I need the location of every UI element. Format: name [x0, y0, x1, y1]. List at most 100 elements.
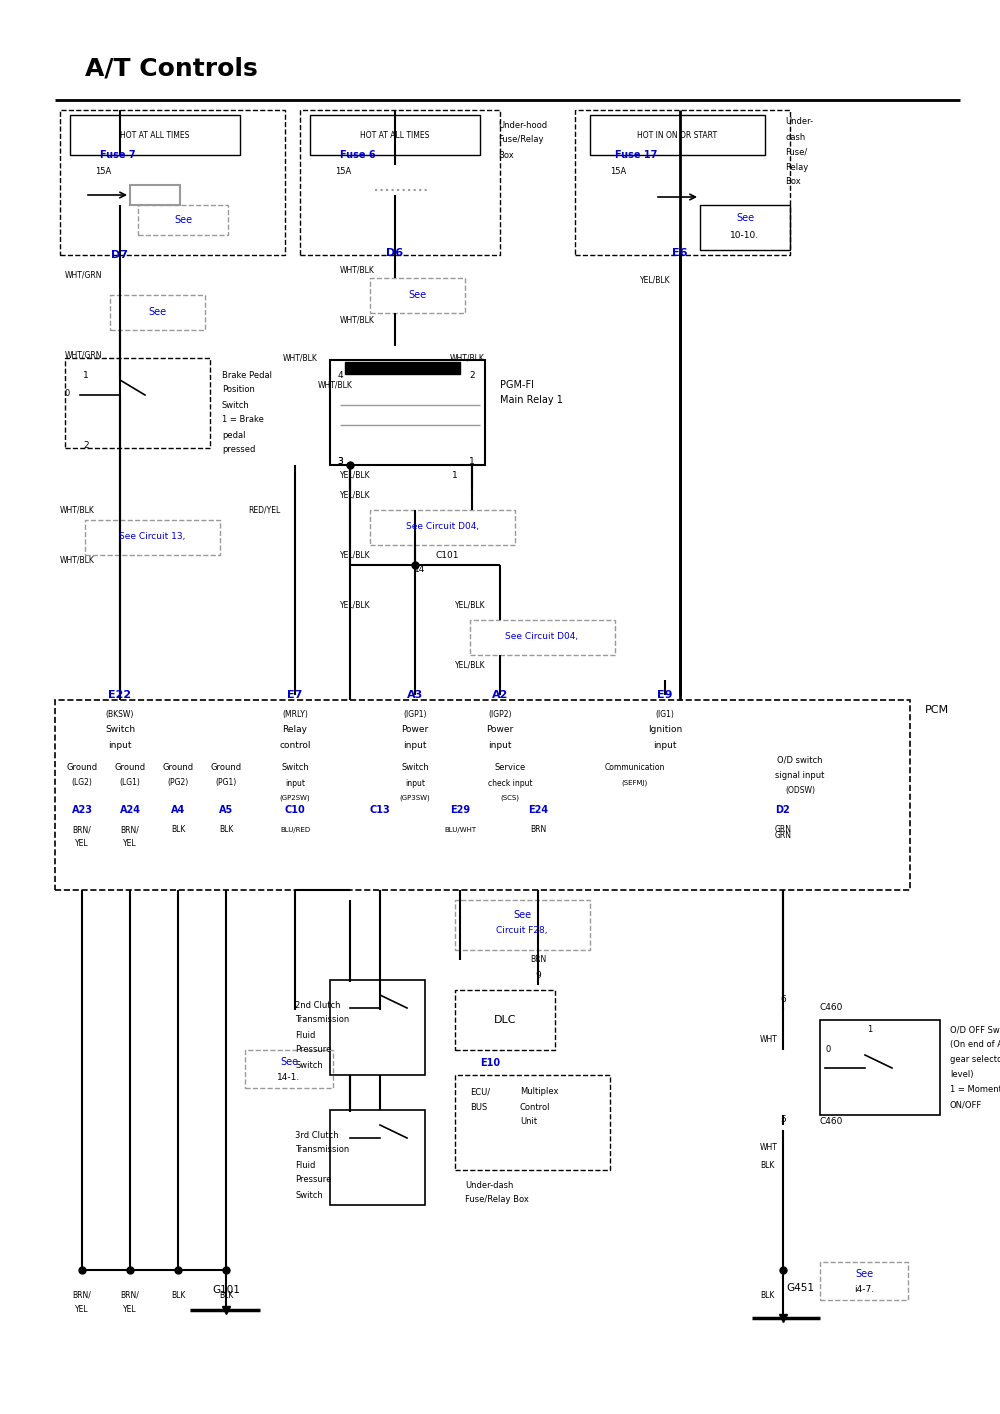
Text: Fuse 17: Fuse 17 [615, 150, 657, 160]
Text: 2: 2 [469, 370, 475, 379]
Text: HOT AT ALL TIMES: HOT AT ALL TIMES [360, 130, 430, 140]
Text: YEL/BLK: YEL/BLK [340, 550, 371, 560]
Text: Switch: Switch [222, 400, 250, 410]
Text: BLU/RED: BLU/RED [280, 827, 310, 833]
Text: E22: E22 [108, 690, 132, 700]
Text: Service: Service [494, 764, 526, 772]
Text: input: input [488, 741, 512, 749]
Text: E9: E9 [657, 690, 673, 700]
Text: A/T Controls: A/T Controls [85, 57, 258, 81]
Text: See Circuit 13,: See Circuit 13, [119, 533, 185, 542]
Text: input: input [653, 741, 677, 749]
Text: Fuse/: Fuse/ [785, 147, 807, 157]
Text: E24: E24 [528, 805, 548, 814]
Text: Unit: Unit [520, 1117, 537, 1127]
Text: Power: Power [486, 725, 514, 734]
Text: HOT AT ALL TIMES: HOT AT ALL TIMES [120, 130, 190, 140]
Text: WHT/BLK: WHT/BLK [60, 505, 95, 515]
Bar [575, 110, 790, 255]
Bar [455, 990, 555, 1051]
Text: WHT/BLK: WHT/BLK [340, 315, 375, 324]
Text: dash: dash [785, 133, 805, 141]
Text: 6: 6 [780, 995, 786, 1004]
Text: 2: 2 [83, 441, 89, 450]
Text: E6: E6 [672, 247, 688, 257]
Text: O/D OFF Switch: O/D OFF Switch [950, 1025, 1000, 1035]
Text: Fuse 7: Fuse 7 [100, 150, 136, 160]
Bar [455, 899, 590, 950]
Text: Under-dash: Under-dash [465, 1181, 513, 1189]
Text: input: input [285, 779, 305, 788]
Text: Switch: Switch [281, 764, 309, 772]
Text: Switch: Switch [105, 725, 135, 734]
Text: See: See [280, 1058, 298, 1068]
Text: YEL/BLK: YEL/BLK [340, 491, 371, 499]
Text: See: See [513, 911, 531, 921]
Text: E29: E29 [450, 805, 470, 814]
Text: Ignition: Ignition [648, 725, 682, 734]
Text: Fluid: Fluid [295, 1161, 315, 1169]
Text: YEL: YEL [75, 839, 89, 847]
Bar [138, 205, 228, 235]
Text: input: input [405, 779, 425, 788]
Text: Fuse/Relay: Fuse/Relay [498, 136, 544, 144]
Text: 15A: 15A [335, 167, 351, 177]
Text: 1: 1 [469, 458, 475, 467]
Text: WHT/GRN: WHT/GRN [65, 351, 103, 359]
Text: 1: 1 [83, 370, 89, 379]
Text: BLK: BLK [760, 1161, 774, 1169]
Text: Pressure: Pressure [295, 1175, 331, 1185]
Text: ON/OFF: ON/OFF [950, 1100, 982, 1110]
Text: A24: A24 [120, 805, 140, 814]
Text: See: See [855, 1268, 873, 1280]
Text: A2: A2 [492, 690, 508, 700]
Text: BLK: BLK [171, 826, 185, 834]
Text: 15A: 15A [95, 167, 111, 177]
Bar [820, 1019, 940, 1116]
Text: 4: 4 [337, 370, 343, 379]
Text: See: See [148, 307, 166, 317]
Text: BLU/WHT: BLU/WHT [444, 827, 476, 833]
Text: YEL/BLK: YEL/BLK [455, 601, 486, 609]
Bar [370, 510, 515, 544]
Text: D2: D2 [776, 805, 790, 814]
Text: 2nd Clutch: 2nd Clutch [295, 1001, 340, 1010]
Text: Ground: Ground [114, 764, 146, 772]
Text: (LG2): (LG2) [72, 779, 92, 788]
Text: C101: C101 [435, 550, 458, 560]
Text: Power: Power [401, 725, 429, 734]
Text: E10: E10 [480, 1058, 500, 1068]
Text: GRN: GRN [774, 830, 792, 840]
Bar [55, 700, 910, 889]
Text: YEL/BLK: YEL/BLK [340, 601, 371, 609]
Text: control: control [279, 741, 311, 749]
Text: E7: E7 [287, 690, 303, 700]
Text: (PG1): (PG1) [215, 779, 237, 788]
Text: C10: C10 [285, 805, 305, 814]
Bar [330, 361, 485, 465]
Text: (SEFMJ): (SEFMJ) [622, 779, 648, 786]
Text: BRN/: BRN/ [121, 1291, 139, 1299]
Text: Box: Box [498, 150, 514, 160]
Text: Pressure: Pressure [295, 1045, 331, 1055]
Text: YEL: YEL [123, 839, 137, 847]
Text: Fuse 6: Fuse 6 [340, 150, 376, 160]
Text: Ground: Ground [210, 764, 242, 772]
Bar [70, 115, 240, 156]
Text: PCM: PCM [925, 706, 949, 715]
Text: (IG1): (IG1) [656, 710, 674, 720]
Text: check input: check input [488, 779, 532, 788]
Text: pedal: pedal [222, 430, 246, 440]
Text: YEL/BLK: YEL/BLK [340, 471, 371, 479]
Text: 1 = Momentary: 1 = Momentary [950, 1086, 1000, 1094]
Bar [370, 279, 465, 312]
Text: See: See [174, 215, 192, 225]
Text: input: input [403, 741, 427, 749]
Text: (MRLY): (MRLY) [282, 710, 308, 720]
Text: Fuse/Relay Box: Fuse/Relay Box [465, 1195, 529, 1205]
Text: BRN/: BRN/ [73, 1291, 91, 1299]
Text: Under-hood: Under-hood [498, 120, 547, 130]
Text: RED/YEL: RED/YEL [248, 505, 280, 515]
Bar [455, 1075, 610, 1169]
Text: G451: G451 [786, 1282, 814, 1292]
